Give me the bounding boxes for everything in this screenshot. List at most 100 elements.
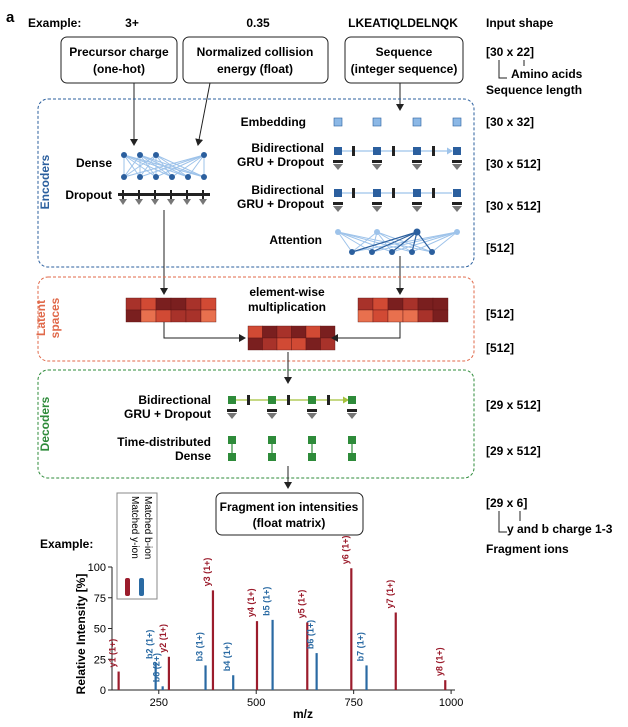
- legend-b-swatch: [139, 578, 144, 596]
- y-tick-label: 0: [100, 685, 106, 697]
- y-tick-label: 100: [88, 562, 106, 574]
- dec-dense-shape: [29 x 512]: [486, 444, 541, 458]
- gru2-label-line2: GRU + Dropout: [237, 197, 324, 211]
- latent-cell: [387, 309, 404, 323]
- dropout-label: Dropout: [65, 188, 112, 202]
- latent-cell: [305, 325, 321, 339]
- latent-cell: [291, 337, 307, 351]
- latent-cell: [402, 309, 419, 323]
- peak-label: y7 (1+): [385, 580, 395, 609]
- latent-cell: [320, 337, 336, 351]
- input-shape-header: Input shape: [486, 16, 554, 30]
- peak-label: b7 (1+): [356, 632, 366, 661]
- output-shape-charge: y and b charge 1-3: [507, 522, 613, 536]
- embedding-shape: [30 x 32]: [486, 115, 534, 129]
- dense-label: Dense: [76, 156, 112, 170]
- input-shape-bracket-seq: [498, 60, 507, 79]
- latent-grid-charge: [125, 297, 217, 323]
- input-shape-amino: Amino acids: [511, 67, 583, 81]
- example-charge: 3+: [125, 16, 139, 30]
- peak-label: y8 (1+): [434, 647, 444, 676]
- spectrum-chart: Relative Intensity [%] m/z 0 25 50 75 100 250…: [74, 535, 463, 721]
- gru1-label-line2: GRU + Dropout: [237, 155, 324, 169]
- latent-cell: [247, 337, 263, 351]
- latent2-shape: [512]: [486, 341, 514, 355]
- latent-cell: [372, 297, 389, 311]
- chart-legend: Matched y-ion Matched b-ion: [116, 492, 158, 600]
- encoders-label: Encoders: [38, 154, 52, 209]
- input-energy-line2: energy (float): [217, 62, 293, 76]
- dense-network: [121, 152, 207, 180]
- embedding-label: Embedding: [241, 115, 306, 129]
- peak-label: y3 (1+): [202, 558, 212, 587]
- dec-gru-label-line1: Bidirectional: [138, 393, 211, 407]
- latent-cell: [372, 309, 389, 323]
- y-tick-label: 50: [94, 624, 106, 636]
- latent-cell: [200, 297, 217, 311]
- latent-cell: [200, 309, 217, 323]
- latent-grid-sequence: [357, 297, 449, 323]
- peak-label: y2 (1+): [158, 624, 168, 653]
- latent-cell: [276, 337, 292, 351]
- peak-label: b6 (2+): [152, 653, 162, 682]
- dropout-row: [118, 190, 210, 205]
- latent-cell: [432, 309, 449, 323]
- chart-example-label: Example:: [40, 537, 93, 551]
- gru2-shape: [30 x 512]: [486, 199, 541, 213]
- chart-xlabel: m/z: [293, 707, 313, 721]
- x-tick-label: 1000: [439, 697, 463, 709]
- latent-cell: [155, 297, 172, 311]
- legend-y-label: Matched y-ion: [129, 496, 140, 559]
- output-line2: (float matrix): [253, 516, 326, 530]
- peak-label: b4 (1+): [222, 642, 232, 671]
- encoders-frame: [37, 98, 475, 268]
- arrow-left-multiply: [163, 322, 246, 342]
- multiply-label-line1: element-wise: [249, 285, 325, 299]
- latent-cell: [125, 297, 142, 311]
- latent-cell: [155, 309, 172, 323]
- latent1-shape: [512]: [486, 307, 514, 321]
- example-energy: 0.35: [246, 16, 270, 30]
- input-shape-seqlen: Sequence length: [486, 83, 582, 97]
- panel-letter: a: [6, 9, 15, 26]
- latent-cell: [291, 325, 307, 339]
- latent-cell: [140, 297, 157, 311]
- y-tick-label: 25: [94, 654, 106, 666]
- output-shape-ions: Fragment ions: [486, 542, 569, 556]
- dec-gru-shape: [29 x 512]: [486, 398, 541, 412]
- attention-shape: [512]: [486, 241, 514, 255]
- latent-label-line2: spaces: [48, 297, 62, 338]
- input-seq-line2: (integer sequence): [351, 62, 458, 76]
- timedist-label-line1: Time-distributed: [117, 435, 211, 449]
- x-tick-label: 250: [150, 697, 168, 709]
- input-box-energy: Normalized collision energy (float): [182, 36, 329, 84]
- decoders-frame: [37, 369, 475, 479]
- gru2-row: [333, 188, 462, 212]
- dec-gru-label-line2: GRU + Dropout: [124, 407, 211, 421]
- latent-cell: [417, 297, 434, 311]
- latent-cell: [262, 337, 278, 351]
- gru1-shape: [30 x 512]: [486, 157, 541, 171]
- y-tick-label: 75: [94, 593, 106, 605]
- peak-label: y1 (1+): [108, 639, 118, 668]
- latent-cell: [170, 297, 187, 311]
- peak-label: b2 (1+): [145, 630, 155, 659]
- chart-ylabel: Relative Intensity [%]: [74, 574, 88, 695]
- peak-label: y4 (1+): [246, 588, 256, 617]
- input-charge-line1: Precursor charge: [69, 45, 169, 59]
- latent-cell: [170, 309, 187, 323]
- legend-b-label: Matched b-ion: [142, 496, 153, 559]
- latent-cell: [320, 325, 336, 339]
- peak-label: y5 (1+): [296, 590, 306, 619]
- arrow-energy-dense: [195, 82, 211, 146]
- latent-cell: [247, 325, 263, 339]
- attention-network: [335, 228, 460, 255]
- gru2-label-line1: Bidirectional: [251, 183, 324, 197]
- latent-cell: [417, 309, 434, 323]
- latent-cell: [185, 309, 202, 323]
- timedist-cells: [228, 436, 356, 461]
- latent-cell: [357, 297, 374, 311]
- latent-cell: [185, 297, 202, 311]
- example-label: Example:: [28, 16, 81, 30]
